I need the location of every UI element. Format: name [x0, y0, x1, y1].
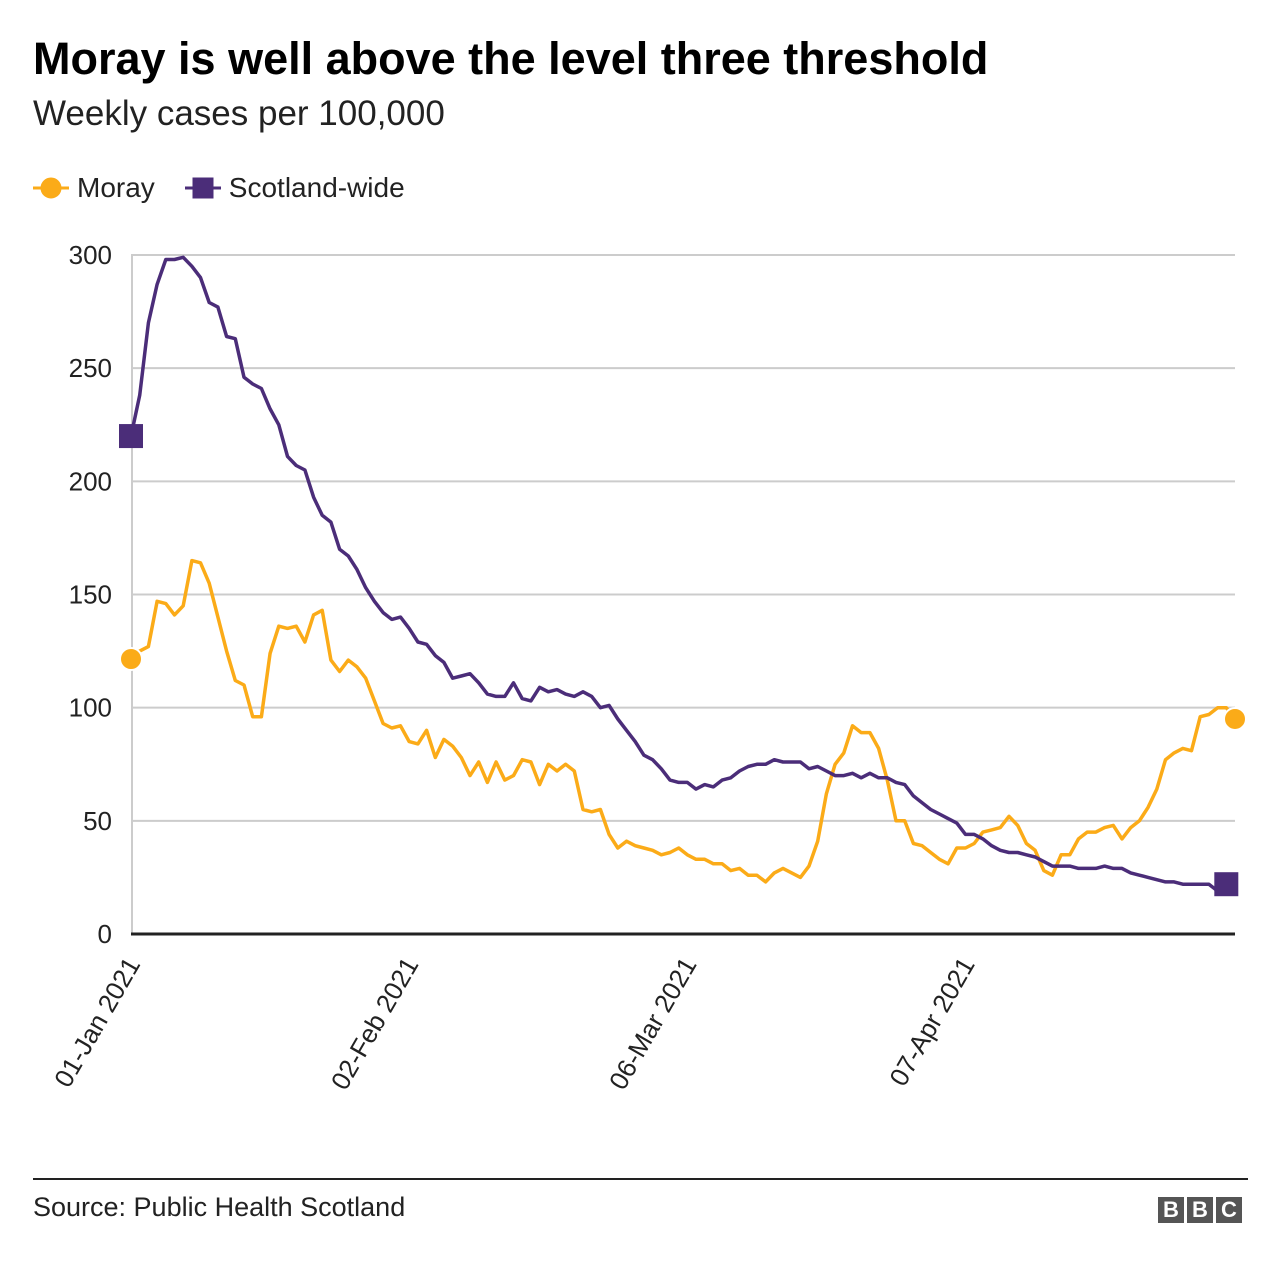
series-1-start-marker [119, 424, 143, 449]
legend-label-moray: Moray [77, 172, 155, 203]
x-tick-label-0: 01-Jan 2021 [48, 952, 146, 1092]
series-line-0 [129, 558, 1237, 884]
source-note: Source: Public Health Scotland [33, 1192, 406, 1222]
legend-swatch-scotland-square-icon [184, 177, 221, 199]
chart-title: Moray is well above the level three thre… [33, 33, 989, 84]
y-tick-label-50: 50 [83, 806, 112, 836]
y-tick-label-100: 100 [69, 693, 112, 723]
chart-subtitle: Weekly cases per 100,000 [33, 94, 445, 133]
series-line-1 [129, 255, 1228, 893]
legend-swatch-moray-circle-icon [33, 177, 69, 199]
y-tick-label-0: 0 [98, 919, 112, 949]
x-tick-label-1: 02-Feb 2021 [325, 952, 425, 1095]
y-tick-label-300: 300 [69, 240, 112, 270]
bbc-logo: B B C [1158, 1197, 1245, 1223]
series-1-end-marker [1214, 872, 1239, 897]
line-chart: 0 50 100 150 200 250 300 01-Jan 2021 02-Feb 2021… [48, 240, 1247, 1095]
legend-label-scotland: Scotland-wide [228, 172, 405, 203]
footer-divider [33, 1178, 1248, 1180]
legend-item-scotland: Scotland-wide [184, 172, 405, 204]
y-tick-label-150: 150 [69, 580, 112, 610]
x-tick-label-3: 07-Apr 2021 [883, 952, 981, 1091]
bbc-logo-letter-b1: B [1158, 1197, 1184, 1223]
bbc-logo-letter-b2: B [1187, 1197, 1213, 1223]
y-tick-label-200: 200 [69, 466, 112, 496]
series-0-end-marker [1223, 706, 1247, 731]
series-0-start-marker [119, 647, 143, 672]
y-tick-label-250: 250 [69, 353, 112, 383]
legend-item-moray: Moray [33, 172, 155, 204]
legend: Moray Scotland-wide [33, 168, 435, 208]
x-tick-label-2: 06-Mar 2021 [603, 952, 703, 1095]
bbc-logo-letter-c: C [1216, 1197, 1242, 1223]
